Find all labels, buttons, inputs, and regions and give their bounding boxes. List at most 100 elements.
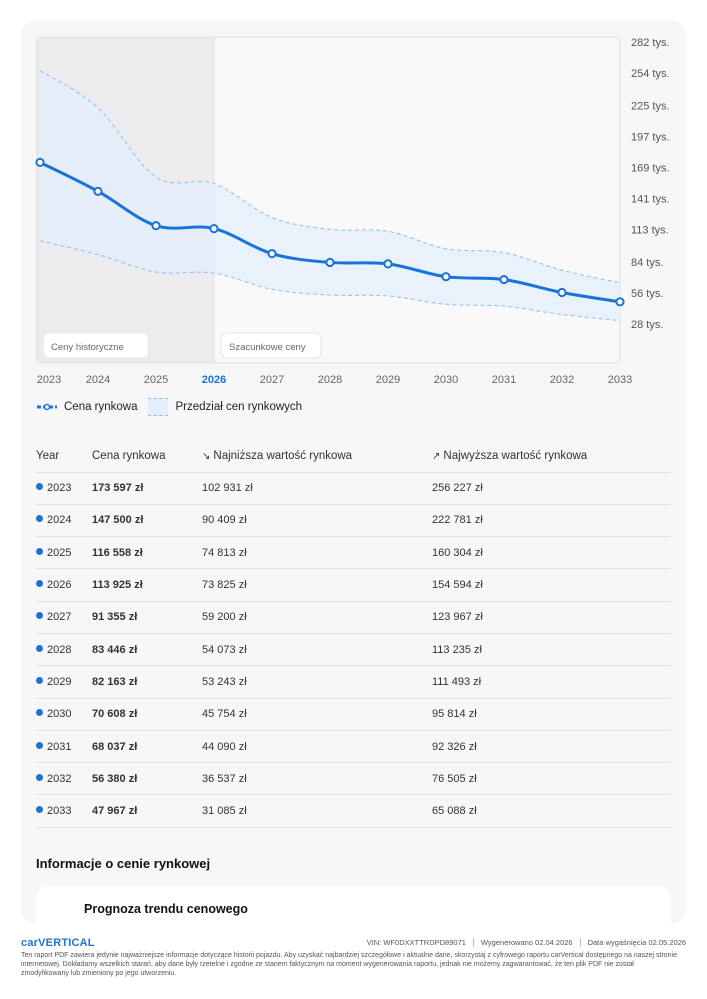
bullet-icon xyxy=(36,515,43,523)
trend-card: Prognoza trendu cenowego xyxy=(36,886,671,936)
cell-high: 95 814 zł xyxy=(432,698,671,731)
year-value: 2027 xyxy=(47,611,72,624)
arrow-down-right-icon: ↘ xyxy=(202,451,211,463)
y-tick-label: 84 tys. xyxy=(631,257,663,269)
legend-line-icon xyxy=(37,403,57,411)
cell-low: 45 754 zł xyxy=(202,698,432,731)
cell-price: 47 967 zł xyxy=(92,794,202,828)
cell-price: 70 608 zł xyxy=(92,698,202,731)
year-value: 2032 xyxy=(47,772,72,785)
price-point-2025 xyxy=(151,221,161,231)
x-tick-label: 2028 xyxy=(318,374,342,386)
year-value: 2024 xyxy=(47,514,72,527)
y-tick-label: 56 tys. xyxy=(631,288,663,300)
year-value: 2031 xyxy=(47,740,72,753)
cell-low: 59 200 zł xyxy=(202,601,432,634)
x-tick-label: 2025 xyxy=(144,374,168,386)
y-tick-label: 197 tys. xyxy=(631,131,670,143)
bullet-icon xyxy=(36,773,43,781)
table-row: 2025 116 558 zł 74 813 zł 160 304 zł xyxy=(36,536,671,570)
bullet-icon xyxy=(36,806,43,814)
year-value: 2026 xyxy=(47,579,72,592)
price-point-2031 xyxy=(499,274,509,285)
cell-low: 36 537 zł xyxy=(202,762,432,796)
y-tick-label: 113 tys. xyxy=(631,225,669,237)
year-value: 2029 xyxy=(47,675,72,688)
cell-high: 160 304 zł xyxy=(432,536,671,570)
chart-legend: Cena rynkowa Przedział cen rynkowych xyxy=(36,398,312,416)
price-point-2026 xyxy=(209,224,219,234)
footer-meta: VIN: WF0DXXTTRDPD89071 Wygenerowano 02.0… xyxy=(367,938,686,947)
cell-price: 68 037 zł xyxy=(92,730,202,764)
bullet-icon xyxy=(36,612,43,620)
price-point-2033 xyxy=(615,297,625,307)
table-row: 2023 173 597 zł 102 931 zł 256 227 zł xyxy=(36,472,671,505)
generated-text: Wygenerowano 02.04.2026 xyxy=(480,938,573,947)
cell-low: 73 825 zł xyxy=(202,568,432,602)
x-tick-label: 2027 xyxy=(260,374,284,386)
bullet-icon xyxy=(36,644,43,652)
cell-year: 2032 xyxy=(36,762,92,796)
table-row: 2028 83 446 zł 54 073 zł 113 235 zł xyxy=(36,633,671,667)
cell-low: 53 243 zł xyxy=(202,665,432,699)
section-title: Informacje o cenie rynkowej xyxy=(36,856,211,871)
forecast-label: Szacunkowe ceny xyxy=(229,342,306,353)
table-row: 2031 68 037 zł 44 090 zł 92 326 zł xyxy=(36,730,671,764)
bullet-icon xyxy=(36,580,43,588)
cell-year: 2028 xyxy=(36,633,92,667)
cell-year: 2027 xyxy=(36,601,92,634)
y-tick-label: 169 tys. xyxy=(631,162,670,174)
year-value: 2030 xyxy=(47,708,72,721)
cell-high: 113 235 zł xyxy=(432,633,671,667)
price-point-2028 xyxy=(325,257,335,268)
brand-logo: carVERTICAL xyxy=(21,937,95,949)
table-row: 2024 147 500 zł 90 409 zł 222 781 zł xyxy=(36,504,671,538)
cell-high: 111 493 zł xyxy=(432,665,671,699)
cell-price: 173 597 zł xyxy=(92,472,202,505)
header-year: Year xyxy=(36,441,92,473)
table-header-row: Year Cena rynkowa ↘ Najniższa wartość ryn… xyxy=(36,441,671,473)
cell-year: 2031 xyxy=(36,730,92,764)
cell-year: 2024 xyxy=(36,504,92,538)
y-tick-label: 141 tys. xyxy=(631,194,670,206)
cell-price: 82 163 zł xyxy=(92,665,202,699)
table-row: 2032 56 380 zł 36 537 zł 76 505 zł xyxy=(36,762,671,796)
cell-year: 2023 xyxy=(36,472,92,505)
year-value: 2033 xyxy=(47,805,72,818)
x-tick-label: 2029 xyxy=(376,374,400,386)
cell-year: 2025 xyxy=(36,536,92,570)
upper-bound-line xyxy=(39,70,621,284)
cell-price: 91 355 zł xyxy=(92,601,202,634)
x-tick-label: 2030 xyxy=(434,374,458,386)
cell-low: 54 073 zł xyxy=(202,633,432,667)
cell-year: 2033 xyxy=(36,794,92,828)
legend-item-band: Przedział cen rynkowych xyxy=(147,398,302,416)
table-row: 2030 70 608 zł 45 754 zł 95 814 zł xyxy=(36,698,671,731)
table-row: 2029 82 163 zł 53 243 zł 111 493 zł xyxy=(36,665,671,699)
bullet-icon xyxy=(36,709,43,717)
bullet-icon xyxy=(36,741,43,749)
bullet-icon xyxy=(36,676,43,684)
cell-price: 83 446 zł xyxy=(92,633,202,667)
x-tick-label: 2032 xyxy=(550,374,574,386)
price-point-2030 xyxy=(441,272,451,282)
cell-price: 147 500 zł xyxy=(92,504,202,538)
price-point-2023 xyxy=(35,157,45,167)
cell-low: 74 813 zł xyxy=(202,536,432,570)
cell-low: 31 085 zł xyxy=(202,794,432,828)
footer: carVERTICAL VIN: WF0DXXTTRDPD89071 Wygen… xyxy=(0,932,707,999)
divider xyxy=(472,938,474,947)
legend-price-label: Cena rynkowa xyxy=(64,401,138,413)
expires-text: Data wygaśnięcia 02.05.2026 xyxy=(587,938,686,947)
arrow-up-right-icon: ↗ xyxy=(432,451,441,463)
cell-high: 222 781 zł xyxy=(432,504,671,538)
price-chart-svg: Ceny historyczne Szacunkowe ceny 282 tys. 2… xyxy=(35,36,670,386)
year-value: 2028 xyxy=(47,643,72,656)
cell-high: 65 088 zł xyxy=(432,794,671,828)
historical-label-box xyxy=(42,332,150,359)
cell-price: 56 380 zł xyxy=(92,762,202,796)
trend-card-title: Prognoza trendu cenowego xyxy=(84,902,248,916)
price-point-2024 xyxy=(93,186,103,196)
header-price: Cena rynkowa xyxy=(92,441,202,473)
year-value: 2023 xyxy=(47,482,72,495)
